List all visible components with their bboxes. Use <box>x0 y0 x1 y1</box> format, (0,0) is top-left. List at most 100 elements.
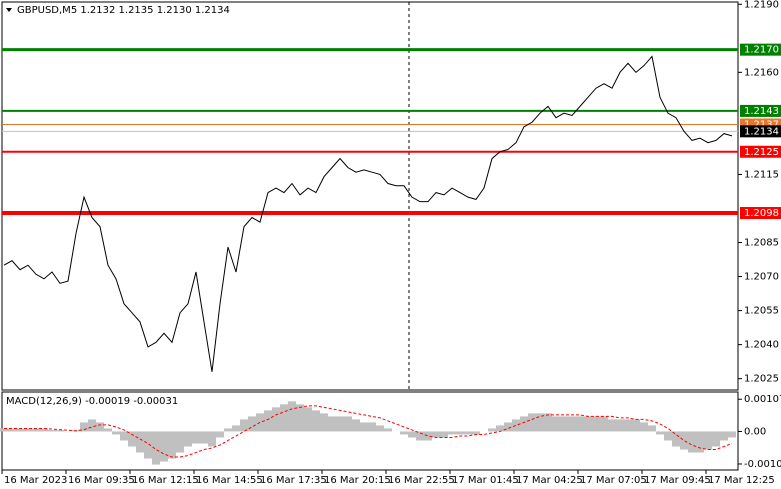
histogram-bar <box>624 419 632 432</box>
histogram-bar <box>328 416 336 432</box>
histogram-bar <box>552 416 560 432</box>
histogram-bar <box>568 416 576 432</box>
histogram-bar <box>184 431 192 447</box>
histogram-bar <box>136 431 144 453</box>
price-level-label: 1.2143 <box>744 106 779 117</box>
main-plot: 1.2190 1.2160 1.2115 1.2085 1.2070 1.2055 1.20… <box>2 0 781 385</box>
y-tick-label: 1.2040 <box>744 340 779 351</box>
histogram-bar <box>544 413 552 432</box>
x-tick-label: 17 Mar 09:45 <box>644 475 711 486</box>
histogram-bar <box>728 431 736 438</box>
x-tick-label: 16 Mar 14:55 <box>196 475 263 486</box>
histogram-bar <box>616 419 624 432</box>
histogram-bar <box>144 431 152 459</box>
histogram-bar <box>168 431 176 459</box>
histogram-bar <box>312 410 320 432</box>
histogram-bar <box>80 422 88 432</box>
price-level-label: 1.2125 <box>744 147 779 158</box>
y-tick-label: 0.00 <box>744 426 766 437</box>
histogram-bar <box>608 419 616 432</box>
price-level-label: 1.2098 <box>744 208 779 219</box>
histogram-bar <box>32 428 40 432</box>
x-tick-label: 16 Mar 22:55 <box>388 475 455 486</box>
histogram-bar <box>376 425 384 432</box>
histogram-bar <box>280 404 288 432</box>
histogram-bar <box>400 431 408 435</box>
histogram-bar <box>504 422 512 432</box>
histogram-bar <box>368 422 376 432</box>
histogram-bar <box>264 410 272 432</box>
histogram-bar <box>424 431 432 441</box>
histogram-bar <box>640 422 648 432</box>
histogram-bar <box>272 407 280 432</box>
histogram-bar <box>48 429 56 432</box>
histogram-bar <box>336 416 344 432</box>
histogram-bar <box>472 431 480 435</box>
x-tick-label: 17 Mar 04:25 <box>516 475 583 486</box>
histogram-bar <box>240 419 248 432</box>
main-title: GBPUSD,M5 1.2132 1.2135 1.2130 1.2134 <box>17 5 230 16</box>
y-tick-label: 1.2055 <box>744 306 779 317</box>
histogram-bar <box>464 431 472 435</box>
histogram-bar <box>352 419 360 432</box>
y-tick-label: 1.2115 <box>744 169 779 180</box>
histogram-bar <box>248 416 256 432</box>
histogram-bar <box>448 431 456 435</box>
histogram-bar <box>208 431 216 447</box>
x-tick-label: 17 Mar 07:05 <box>580 475 647 486</box>
x-tick-label: 16 Mar 09:35 <box>68 475 135 486</box>
price-line <box>3 55 733 372</box>
histogram-bar <box>488 428 496 432</box>
histogram-bar <box>576 416 584 432</box>
histogram-bar <box>88 419 96 432</box>
price-level-tag <box>740 145 781 158</box>
histogram-bar <box>704 431 712 450</box>
histogram-bar <box>296 404 304 432</box>
histogram-bar <box>672 431 680 447</box>
histogram-bar <box>432 431 440 438</box>
histogram-bar <box>696 431 704 453</box>
x-tick-label: 16 Mar 17:35 <box>260 475 327 486</box>
price-level-label: 1.2137 <box>744 120 779 131</box>
price-level-label: 1.2170 <box>744 45 779 56</box>
histogram-bar <box>304 407 312 432</box>
macd-title: MACD(12,26,9) -0.00019 -0.00031 <box>6 396 178 407</box>
y-tick-label: 1.2025 <box>744 374 779 385</box>
histogram-bar <box>200 431 208 444</box>
histogram-bar <box>8 428 16 432</box>
histogram-bar <box>584 416 592 432</box>
y-tick-label: 1.2085 <box>744 238 779 249</box>
histogram-bar <box>688 431 696 453</box>
histogram-bar <box>648 425 656 432</box>
price-level-tag <box>740 118 781 131</box>
x-tick-label: 16 Mar 12:15 <box>132 475 199 486</box>
histogram-bar <box>592 416 600 432</box>
histogram-bar <box>360 422 368 432</box>
histogram-bar <box>720 431 728 441</box>
histogram-bar <box>120 431 128 441</box>
main-frame <box>1 1 739 391</box>
histogram-bar <box>104 428 112 432</box>
histogram-bar <box>656 431 664 435</box>
histogram-bar <box>224 428 232 432</box>
histogram-bar <box>320 413 328 432</box>
histogram-bar <box>232 425 240 432</box>
histogram-bar <box>680 431 688 450</box>
histogram-bar <box>0 428 8 432</box>
y-tick-label: -0.00108 <box>744 459 781 470</box>
histogram-bar <box>416 431 424 441</box>
histogram-bar <box>152 431 160 465</box>
price-level-tag <box>740 207 781 220</box>
histogram-bar <box>456 431 464 435</box>
histogram-bar <box>160 431 168 462</box>
histogram-bar <box>96 422 104 432</box>
current-price-label: 1.2134 <box>744 126 779 137</box>
histogram-bar <box>56 429 64 432</box>
histogram-bar <box>712 431 720 447</box>
x-tick-label: 17 Mar 12:25 <box>708 475 775 486</box>
dropdown-icon <box>6 8 12 12</box>
price-level-tag <box>740 104 781 117</box>
histogram-bar <box>520 416 528 432</box>
histogram-bar <box>536 413 544 432</box>
